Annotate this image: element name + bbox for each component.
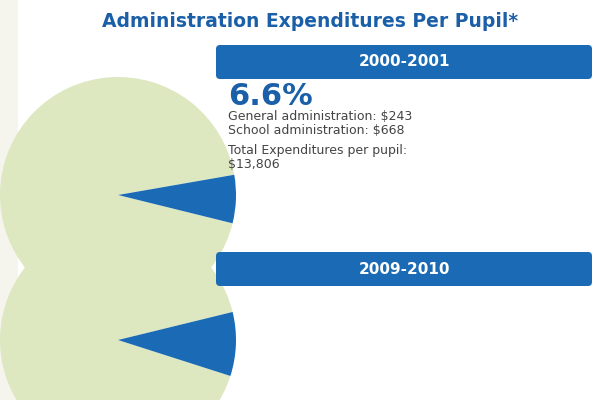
Wedge shape [0,77,234,313]
Wedge shape [118,312,236,376]
FancyBboxPatch shape [0,0,18,400]
Wedge shape [118,175,236,223]
Wedge shape [0,222,233,400]
Text: 2009-2010: 2009-2010 [358,262,450,276]
FancyBboxPatch shape [216,252,592,286]
FancyBboxPatch shape [216,45,592,79]
Text: School administration: $668: School administration: $668 [228,124,404,137]
Text: Total Expenditures per pupil:: Total Expenditures per pupil: [228,144,407,157]
Text: Administration Expenditures Per Pupil*: Administration Expenditures Per Pupil* [102,12,518,31]
Text: 2000-2001: 2000-2001 [358,54,450,70]
Text: General administration: $243: General administration: $243 [228,110,412,123]
Text: $13,806: $13,806 [228,158,280,171]
Text: 6.6%: 6.6% [228,82,313,111]
